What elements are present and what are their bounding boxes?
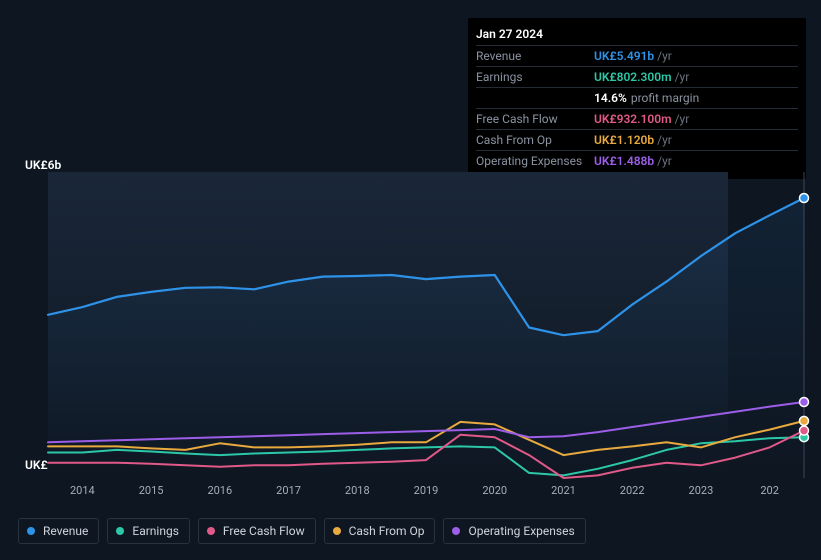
- x-axis-labels: 2014 2015 2016 2017 2018 2019 2020 2021 2022 2023…: [48, 484, 808, 500]
- legend-item[interactable]: Revenue: [18, 518, 99, 544]
- legend-label: Earnings: [132, 524, 179, 538]
- x-axis-label: 2018: [345, 484, 370, 497]
- legend-dot-icon: [333, 527, 341, 535]
- chart-legend: Revenue Earnings Free Cash Flow Cash From O…: [18, 518, 586, 544]
- series-end-marker: [800, 398, 809, 407]
- legend-label: Cash From Op: [349, 524, 425, 538]
- chart-area: UK£6b UK£0 20142015201620172018201920202…: [0, 0, 821, 500]
- x-axis-label: 2022: [620, 484, 645, 497]
- legend-label: Free Cash Flow: [223, 524, 305, 538]
- x-axis-label: 2014: [70, 484, 95, 497]
- x-axis-label: 2019: [414, 484, 439, 497]
- legend-label: Revenue: [43, 524, 88, 538]
- x-axis-label: 2017: [276, 484, 301, 497]
- legend-dot-icon: [207, 527, 215, 535]
- x-axis-label: 2021: [551, 484, 576, 497]
- series-end-marker: [800, 416, 809, 425]
- x-axis-label: 202: [760, 484, 779, 497]
- x-axis-label: 2015: [139, 484, 164, 497]
- legend-label: Operating Expenses: [468, 524, 574, 538]
- legend-item[interactable]: Free Cash Flow: [198, 518, 316, 544]
- legend-dot-icon: [452, 527, 460, 535]
- chart-svg: [0, 0, 821, 500]
- series-end-marker: [800, 426, 809, 435]
- legend-item[interactable]: Cash From Op: [324, 518, 436, 544]
- series-end-marker: [800, 194, 809, 203]
- x-axis-label: 2020: [482, 484, 507, 497]
- legend-item[interactable]: Operating Expenses: [443, 518, 585, 544]
- legend-dot-icon: [27, 527, 35, 535]
- x-axis-label: 2016: [207, 484, 232, 497]
- x-axis-label: 2023: [689, 484, 714, 497]
- legend-dot-icon: [116, 527, 124, 535]
- legend-item[interactable]: Earnings: [107, 518, 190, 544]
- financial-chart-panel: Jan 27 2024 RevenueUK£5.491b/yrEarningsU…: [0, 0, 821, 560]
